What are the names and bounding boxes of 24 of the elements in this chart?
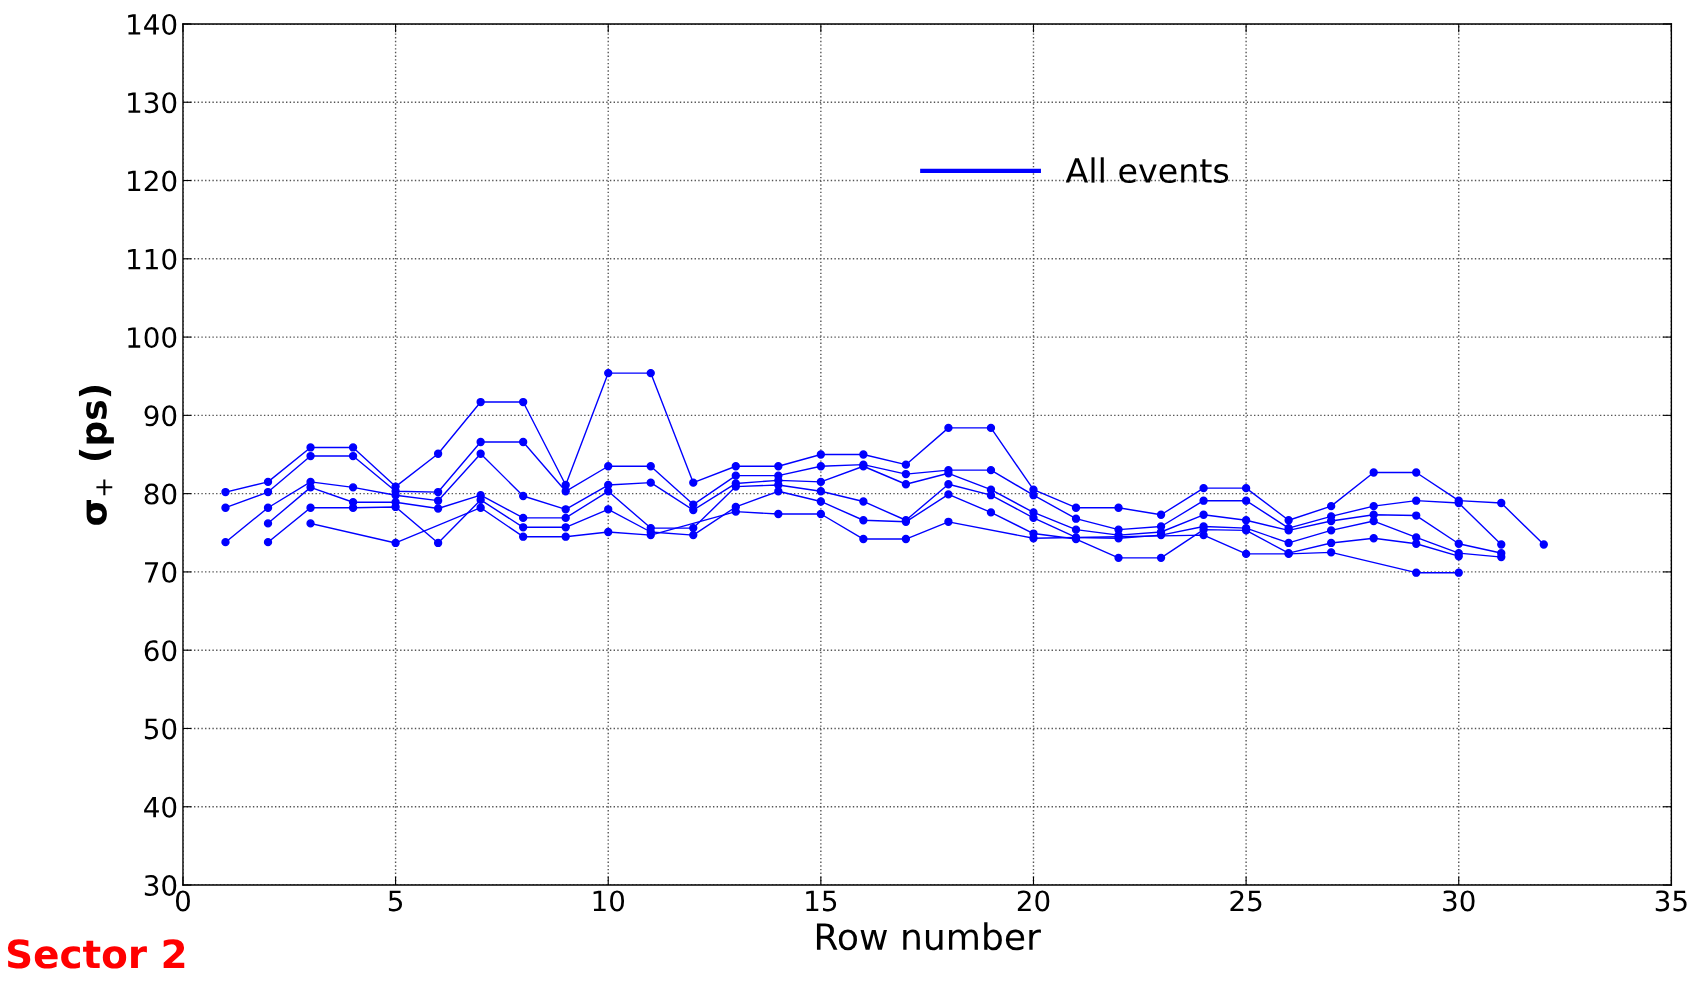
y-tick-label: 30 xyxy=(144,874,177,896)
y-axis-title: σ$_{+}$ (ps) xyxy=(78,385,114,525)
x-tick-label: 20 xyxy=(1017,890,1050,912)
y-tick-label: 120 xyxy=(128,170,177,192)
y-tick-label: 70 xyxy=(145,561,177,583)
legend-label: All events xyxy=(1065,157,1229,184)
x-axis-title: Row number xyxy=(816,922,1041,951)
x-tick-label: 10 xyxy=(593,890,625,912)
x-tick-label: 30 xyxy=(1443,890,1475,912)
y-tick-label: 80 xyxy=(144,483,177,505)
y-tick-label: 100 xyxy=(128,327,177,349)
y-tick-label: 40 xyxy=(144,796,177,818)
y-tick-label: 50 xyxy=(144,718,177,740)
y-tick-label: 140 xyxy=(128,13,177,35)
y-tick-label: 130 xyxy=(128,92,177,114)
y-tick-label: 110 xyxy=(128,248,177,270)
text: Sector 2 xyxy=(7,939,185,969)
y-tick-label: 90 xyxy=(144,405,177,427)
x-tick-label: 0 xyxy=(175,890,190,912)
x-tick-label: 15 xyxy=(806,890,837,912)
y-tick-label: 60 xyxy=(144,640,177,662)
x-tick-label: 35 xyxy=(1655,890,1687,912)
x-tick-label: 25 xyxy=(1230,890,1262,912)
x-tick-label: 5 xyxy=(388,890,402,912)
